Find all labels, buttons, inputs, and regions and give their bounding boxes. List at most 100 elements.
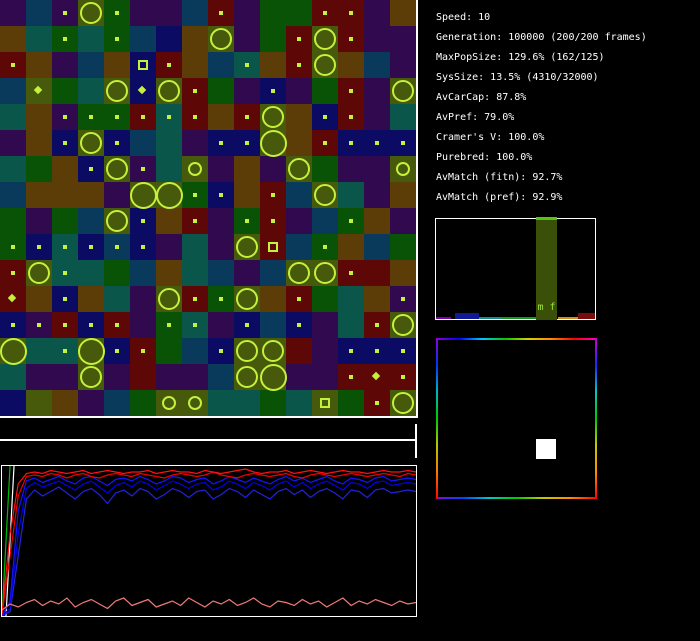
cell-marker-dot [115, 115, 119, 119]
grid-cell [0, 390, 26, 416]
cell-marker-s [188, 396, 202, 410]
grid-cell [104, 390, 130, 416]
cell-marker-dot [141, 349, 145, 353]
cell-marker-dot [11, 271, 15, 275]
grid-cell [208, 260, 234, 286]
grid-cell [78, 78, 104, 104]
grid-cell [78, 26, 104, 52]
stat-line: SysSize: 13.5% (4310/32000) [436, 72, 599, 83]
grid-cell [52, 78, 78, 104]
cell-marker-dot [323, 115, 327, 119]
cell-marker-s [396, 162, 410, 176]
histogram-minor-bar [455, 313, 479, 319]
cell-marker-dot [11, 63, 15, 67]
grid-cell [104, 364, 130, 390]
histogram-minor-bar [558, 317, 578, 319]
cell-marker-dot [63, 11, 67, 15]
cell-marker-dot [141, 167, 145, 171]
grid-cell [286, 364, 312, 390]
cell-marker-dot [167, 63, 171, 67]
cell-marker-o [262, 106, 284, 128]
prefmap-cluster-marker [536, 439, 556, 459]
cell-marker-dot [219, 193, 223, 197]
grid-cell [0, 364, 26, 390]
grid-cell [104, 182, 130, 208]
cell-marker-dot [349, 271, 353, 275]
grid-cell [156, 234, 182, 260]
grid-cell [26, 208, 52, 234]
grid-cell [364, 208, 390, 234]
grid-cell [208, 364, 234, 390]
grid-cell [260, 312, 286, 338]
cell-marker-o [158, 80, 180, 102]
grid-cell [156, 260, 182, 286]
grid-cell [104, 260, 130, 286]
grid-cell [312, 364, 338, 390]
grid-cell [156, 0, 182, 26]
grid-cell [208, 78, 234, 104]
cell-marker-dot [193, 193, 197, 197]
grid-cell [286, 130, 312, 156]
cell-marker-dot [297, 323, 301, 327]
histogram-main-bar [536, 218, 557, 320]
series-red-lower [2, 471, 416, 615]
grid-right-border [416, 0, 418, 418]
grid-cell [0, 156, 26, 182]
grid-cell [286, 234, 312, 260]
cell-marker-dot [375, 323, 379, 327]
cell-marker-dot [63, 323, 67, 327]
histogram-minor-bar [501, 317, 536, 319]
cell-marker-o [314, 54, 336, 76]
cell-marker-o [262, 340, 284, 362]
grid-cell [26, 26, 52, 52]
cell-marker-o [106, 158, 128, 180]
grid-cell [26, 338, 52, 364]
cell-marker-dot [245, 63, 249, 67]
cell-marker-o [210, 28, 232, 50]
cell-marker-o [236, 236, 258, 258]
grid-cell [390, 0, 416, 26]
grid-cell [208, 208, 234, 234]
cell-marker-dot [349, 11, 353, 15]
stat-line: Purebred: 100.0% [436, 152, 533, 163]
histogram-bar-cap [536, 217, 557, 220]
cell-marker-dot [89, 245, 93, 249]
grid-cell [182, 260, 208, 286]
series-blue-upper [2, 475, 416, 616]
cell-marker-dot [63, 141, 67, 145]
prefmap-top-edge [436, 338, 597, 340]
cell-marker-dot [401, 375, 405, 379]
grid-cell [78, 208, 104, 234]
cell-marker-dot [349, 115, 353, 119]
grid-cell [26, 286, 52, 312]
grid-cell [52, 208, 78, 234]
grid-cell [260, 0, 286, 26]
cell-marker-O [259, 129, 287, 157]
cell-marker-dot [193, 323, 197, 327]
grid-cell [390, 208, 416, 234]
prefmap-right-edge [595, 338, 597, 499]
grid-cell [26, 52, 52, 78]
cell-marker-dot [245, 323, 249, 327]
series-blue-lower [2, 486, 416, 616]
grid-cell [130, 130, 156, 156]
cell-marker-q [320, 398, 330, 408]
cell-marker-o [106, 80, 128, 102]
cell-marker-dot [141, 219, 145, 223]
grid-cell [52, 156, 78, 182]
grid-cell [104, 286, 130, 312]
cell-marker-dot [323, 245, 327, 249]
cell-marker-o [236, 340, 258, 362]
cell-marker-dot [349, 349, 353, 353]
grid-cell [338, 156, 364, 182]
grid-cell [182, 234, 208, 260]
grid-cell [130, 286, 156, 312]
grid-cell [182, 364, 208, 390]
cell-marker-dot [167, 323, 171, 327]
grid-cell [312, 390, 338, 416]
grid-cell [312, 78, 338, 104]
grid-cell [286, 182, 312, 208]
cell-marker-dot [245, 115, 249, 119]
grid-cell [338, 286, 364, 312]
